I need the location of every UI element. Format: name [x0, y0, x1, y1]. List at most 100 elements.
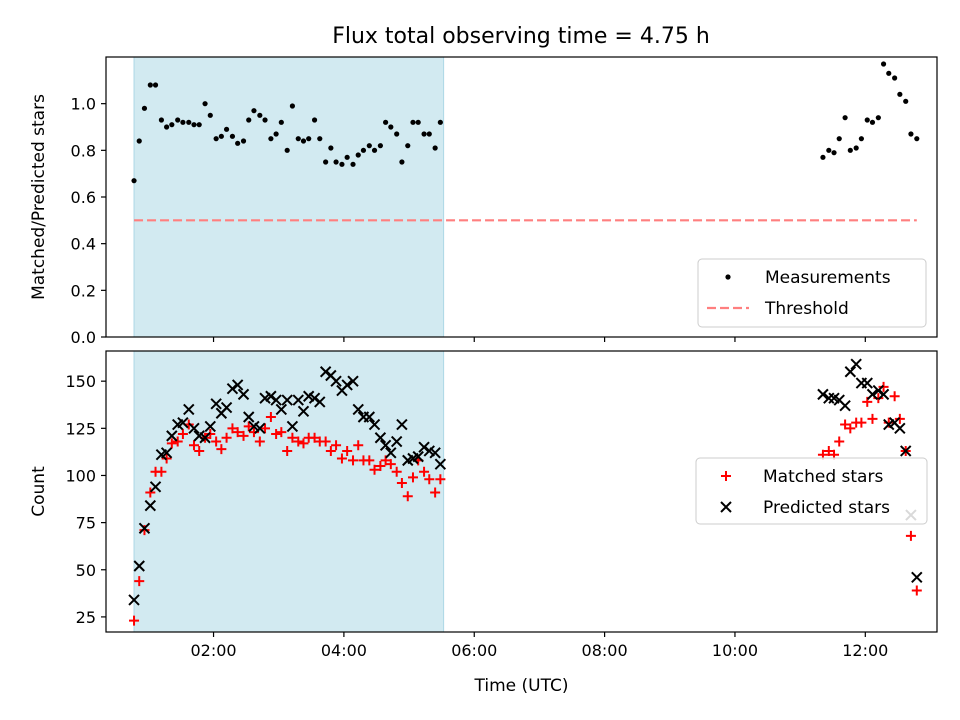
predicted-star-marker [275, 403, 288, 416]
bottom-x-axis-label: Time (UTC) [474, 676, 569, 696]
matched-star-marker [238, 430, 249, 441]
legend-box [697, 258, 927, 328]
matched-star-marker [221, 432, 232, 443]
measurement-point [262, 117, 268, 123]
matched-star-marker [402, 491, 413, 502]
matched-star-marker [287, 432, 298, 443]
matched-star-marker [375, 461, 386, 472]
measurement-point [831, 150, 837, 156]
matched-star-marker [424, 474, 435, 485]
matched-star-marker [889, 391, 900, 402]
predicted-star-marker [396, 418, 408, 431]
matched-star-marker [834, 436, 845, 447]
predicted-star-marker [166, 430, 178, 442]
x-tick-label: 08:00 [582, 641, 628, 660]
measurement-point [229, 133, 236, 139]
x-tick-label: 10:00 [712, 641, 758, 660]
matched-star-marker [823, 445, 834, 456]
predicted-star-marker [385, 447, 397, 459]
measurement-point [136, 138, 142, 144]
predicted-star-marker [368, 418, 381, 431]
matched-star-marker [342, 445, 353, 456]
matched-star-marker [282, 445, 293, 456]
matched-star-marker [276, 427, 287, 438]
matched-star-marker [129, 615, 140, 626]
predicted-star-marker [308, 392, 321, 404]
measurement-point [858, 136, 864, 142]
measurement-point [273, 131, 279, 137]
measurement-point [284, 147, 290, 153]
matched-star-marker [260, 423, 271, 434]
measurement-point [180, 119, 186, 125]
predicted-star-marker [160, 447, 173, 459]
measurement-point [350, 161, 356, 167]
measurement-point [875, 115, 881, 121]
measurement-point [207, 112, 213, 118]
predicted-star-marker [133, 560, 145, 572]
legend-box [695, 457, 928, 525]
predicted-star-marker [188, 422, 200, 435]
measurement-point [223, 126, 230, 132]
measurement-point [869, 119, 876, 125]
matched-star-marker [867, 413, 878, 424]
predicted-star-marker [297, 405, 310, 418]
measurement-point [820, 154, 826, 160]
predicted-star-marker [347, 375, 359, 387]
matched-star-marker [232, 427, 243, 438]
predicted-star-marker [434, 458, 447, 470]
legend-label: Predicted stars [763, 498, 890, 518]
predicted-star-marker [199, 432, 211, 444]
matched-star-marker [211, 436, 222, 447]
predicted-star-marker [850, 358, 862, 370]
matched-star-marker [407, 472, 418, 483]
measurement-point [196, 122, 202, 128]
predicted-star-marker [231, 379, 244, 391]
measurement-point [339, 161, 345, 167]
matched-star-marker [188, 440, 199, 451]
bottom-panel-marks [128, 358, 923, 626]
matched-star-marker [177, 428, 188, 439]
predicted-star-marker [292, 394, 304, 406]
matched-star-marker [325, 445, 336, 456]
predicted-star-marker [243, 411, 255, 423]
measurement-point [383, 119, 389, 125]
matched-star-marker [911, 585, 922, 596]
bottom-legend: Matched stars Predicted stars [695, 457, 928, 525]
measurement-point [333, 159, 339, 165]
y-tick-label: 1.0 [71, 95, 96, 114]
top-panel: 0.0 0.2 0.4 0.6 0.8 1.0 Matched/Predicted sta… [29, 56, 938, 347]
bottom-observing-window-shade [133, 350, 445, 633]
matched-star-marker [353, 440, 364, 451]
measurement-point [257, 112, 263, 118]
matched-star-marker [161, 453, 172, 464]
measurement-point [300, 138, 307, 144]
measurement-point [164, 124, 170, 130]
top-panel-marks [131, 61, 920, 222]
matched-star-marker [856, 417, 867, 428]
x-tick-label: 02:00 [190, 641, 236, 660]
predicted-star-marker [314, 396, 326, 408]
measurement-point [432, 145, 438, 151]
figure-title: Flux total observing time = 4.75 h [332, 24, 710, 49]
measurement-point [175, 117, 181, 123]
measurement-point [415, 119, 421, 125]
measurement-point [202, 101, 208, 107]
top-y-axis-label: Matched/Predicted stars [29, 94, 49, 300]
predicted-star-marker [900, 445, 912, 457]
y-tick-label: 0.0 [71, 328, 96, 347]
predicted-star-marker [237, 388, 250, 401]
measurement-point [908, 131, 914, 137]
predicted-star-marker [861, 377, 873, 389]
matched-star-marker [139, 525, 150, 536]
bottom-panel-frame [105, 350, 938, 633]
predicted-star-marker [265, 390, 277, 402]
predicted-star-marker [281, 394, 293, 406]
measurement-point [306, 136, 312, 142]
matched-star-marker [254, 436, 265, 447]
predicted-star-marker [254, 422, 266, 435]
matched-star-marker [216, 444, 227, 455]
y-tick-label: 50 [76, 561, 96, 580]
measurement-point [213, 136, 219, 142]
predicted-star-marker [379, 439, 392, 452]
predicted-star-marker [894, 422, 906, 435]
